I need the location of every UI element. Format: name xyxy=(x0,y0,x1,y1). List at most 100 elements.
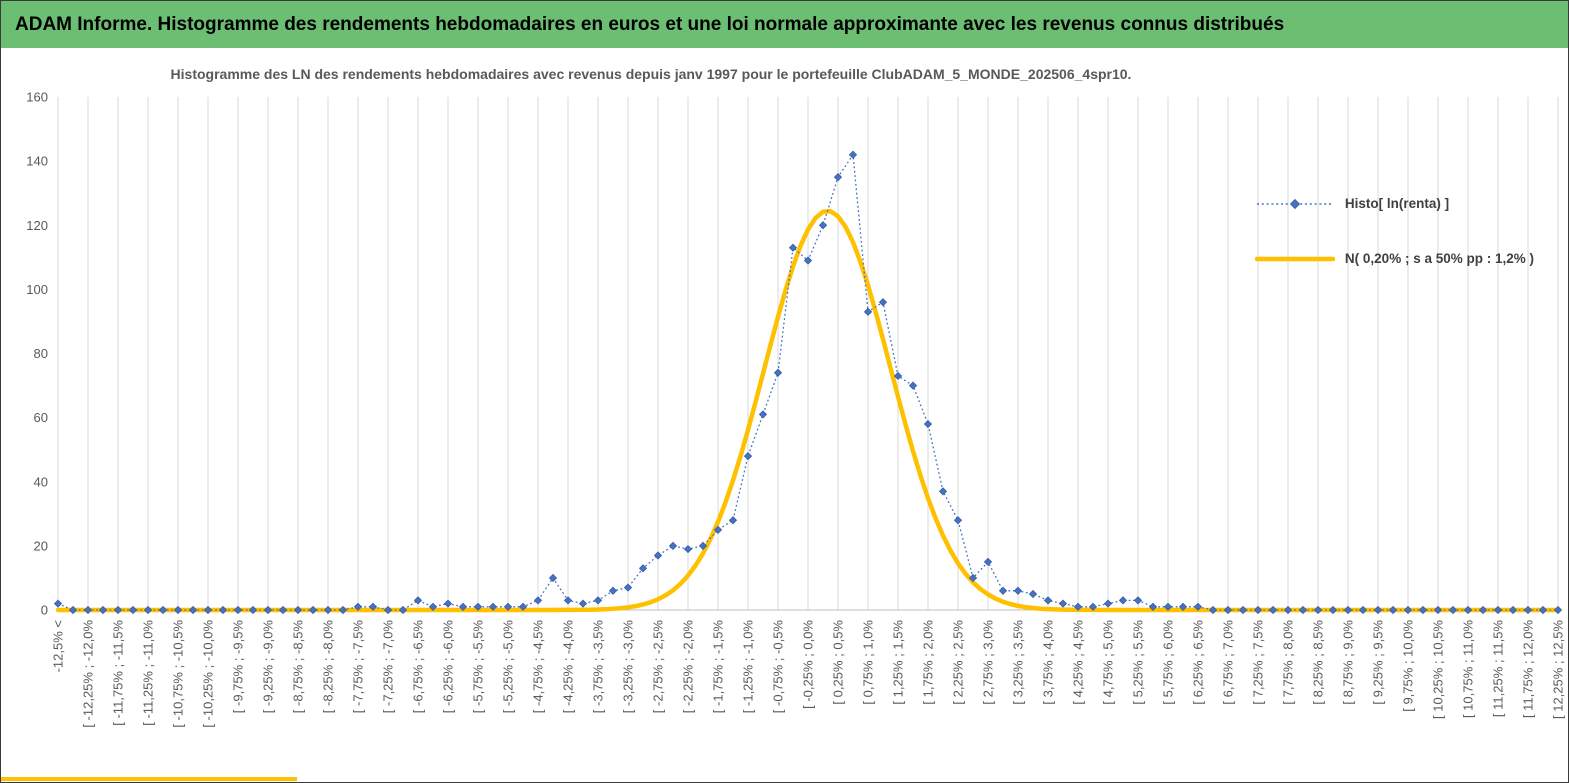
histogram-point[interactable] xyxy=(383,605,393,615)
histogram-point[interactable] xyxy=(758,410,768,419)
histogram-point[interactable] xyxy=(128,605,138,615)
histogram-point[interactable] xyxy=(1013,586,1023,595)
histogram-point[interactable] xyxy=(1073,602,1083,611)
histogram-point[interactable] xyxy=(98,605,108,615)
histogram-point[interactable] xyxy=(1118,596,1128,605)
histogram-point[interactable] xyxy=(713,525,723,534)
histogram-point[interactable] xyxy=(428,602,438,611)
histogram-point[interactable] xyxy=(1403,605,1413,615)
histogram-point[interactable] xyxy=(323,605,333,615)
histogram-point[interactable] xyxy=(1208,605,1218,615)
histogram-point[interactable] xyxy=(293,605,303,615)
histogram-point[interactable] xyxy=(233,605,243,615)
histogram-point[interactable] xyxy=(1163,602,1173,611)
histogram-point[interactable] xyxy=(983,557,993,567)
histogram-point[interactable] xyxy=(1178,602,1188,611)
histogram-point[interactable] xyxy=(818,221,828,230)
histogram-point[interactable] xyxy=(218,605,228,615)
histogram-point[interactable] xyxy=(893,371,903,381)
histogram-point[interactable] xyxy=(1358,605,1368,615)
histogram-point[interactable] xyxy=(1268,605,1278,615)
histogram-point[interactable] xyxy=(443,599,453,608)
histogram-point[interactable] xyxy=(1313,605,1323,615)
legend-item-histogram[interactable]: Histo[ ln(renta) ] xyxy=(1255,196,1449,211)
histogram-point[interactable] xyxy=(773,368,783,377)
histogram-point[interactable] xyxy=(1508,605,1518,615)
histogram-point[interactable] xyxy=(203,605,213,615)
histogram-point[interactable] xyxy=(1373,605,1383,615)
legend-item-normal-curve[interactable]: N( 0,20% ; s a 50% pp : 1,2% ) xyxy=(1254,251,1534,266)
histogram-point[interactable] xyxy=(1448,605,1458,615)
histogram-point[interactable] xyxy=(1463,605,1473,615)
histogram-point[interactable] xyxy=(578,599,588,608)
histogram-point[interactable] xyxy=(833,173,843,182)
histogram-point[interactable] xyxy=(908,381,918,390)
histogram-point[interactable] xyxy=(1133,596,1143,605)
histogram-point[interactable] xyxy=(653,551,663,560)
histogram-point[interactable] xyxy=(728,516,738,525)
histogram-point[interactable] xyxy=(548,573,558,583)
histogram-point[interactable] xyxy=(1283,605,1293,615)
histogram-point[interactable] xyxy=(173,605,183,615)
histogram-point[interactable] xyxy=(863,307,873,316)
histogram-point[interactable] xyxy=(1553,605,1563,615)
histogram-point[interactable] xyxy=(803,256,813,265)
histogram-point[interactable] xyxy=(158,605,168,615)
histogram-point[interactable] xyxy=(518,602,528,611)
histogram-point[interactable] xyxy=(68,605,78,615)
histogram-point[interactable] xyxy=(53,599,63,608)
histogram-point[interactable] xyxy=(1388,605,1398,615)
histogram-point[interactable] xyxy=(1223,605,1233,615)
histogram-point[interactable] xyxy=(938,487,948,496)
histogram-point[interactable] xyxy=(143,605,153,615)
histogram-point[interactable] xyxy=(788,243,798,252)
histogram-point[interactable] xyxy=(1088,602,1098,611)
histogram-point[interactable] xyxy=(1148,602,1158,611)
histogram-point[interactable] xyxy=(278,605,288,615)
histogram-point[interactable] xyxy=(1523,605,1533,615)
histogram-point[interactable] xyxy=(668,541,678,550)
histogram-point[interactable] xyxy=(1343,605,1353,615)
histogram-point[interactable] xyxy=(338,605,348,615)
histogram-point[interactable] xyxy=(308,605,318,615)
histogram-point[interactable] xyxy=(533,596,543,605)
histogram-point[interactable] xyxy=(563,596,573,605)
histogram-point[interactable] xyxy=(743,452,753,461)
histogram-point[interactable] xyxy=(1103,599,1113,608)
histogram-point[interactable] xyxy=(83,605,93,615)
histogram-point[interactable] xyxy=(1193,602,1203,611)
histogram-point[interactable] xyxy=(1253,605,1263,615)
chart-area[interactable]: 0 20 40 60 80 100 120 140 160 -12,5% < [ -12,25% ;… xyxy=(1,48,1569,783)
histogram-point[interactable] xyxy=(638,564,648,573)
histogram-point[interactable] xyxy=(878,298,888,307)
histogram-point[interactable] xyxy=(458,602,468,611)
chart-plot[interactable]: 0 20 40 60 80 100 120 140 160 -12,5% < [ -12,25% ;… xyxy=(1,48,1569,783)
histogram-point[interactable] xyxy=(263,605,273,615)
histogram-point[interactable] xyxy=(848,150,858,159)
histogram-point[interactable] xyxy=(968,573,978,583)
histogram-point[interactable] xyxy=(1028,589,1038,599)
histogram-point[interactable] xyxy=(1328,605,1338,615)
histogram-point[interactable] xyxy=(368,602,378,611)
histogram-point[interactable] xyxy=(1238,605,1248,615)
histogram-point[interactable] xyxy=(503,602,513,611)
histogram-point[interactable] xyxy=(1043,596,1053,605)
histogram-point[interactable] xyxy=(488,602,498,611)
histogram-point[interactable] xyxy=(1418,605,1428,615)
histogram-point[interactable] xyxy=(413,596,423,605)
histogram-series-markers[interactable] xyxy=(53,150,1563,615)
histogram-point[interactable] xyxy=(593,596,603,605)
histogram-point[interactable] xyxy=(683,544,693,554)
histogram-point[interactable] xyxy=(113,605,123,615)
histogram-point[interactable] xyxy=(1478,605,1488,615)
histogram-point[interactable] xyxy=(1298,605,1308,615)
histogram-point[interactable] xyxy=(398,605,408,615)
histogram-point[interactable] xyxy=(1493,605,1503,615)
histogram-point[interactable] xyxy=(353,602,363,611)
histogram-point[interactable] xyxy=(188,605,198,615)
histogram-point[interactable] xyxy=(1433,605,1443,615)
histogram-point[interactable] xyxy=(1538,605,1548,615)
histogram-point[interactable] xyxy=(953,516,963,525)
histogram-point[interactable] xyxy=(623,583,633,592)
histogram-point[interactable] xyxy=(923,419,933,429)
